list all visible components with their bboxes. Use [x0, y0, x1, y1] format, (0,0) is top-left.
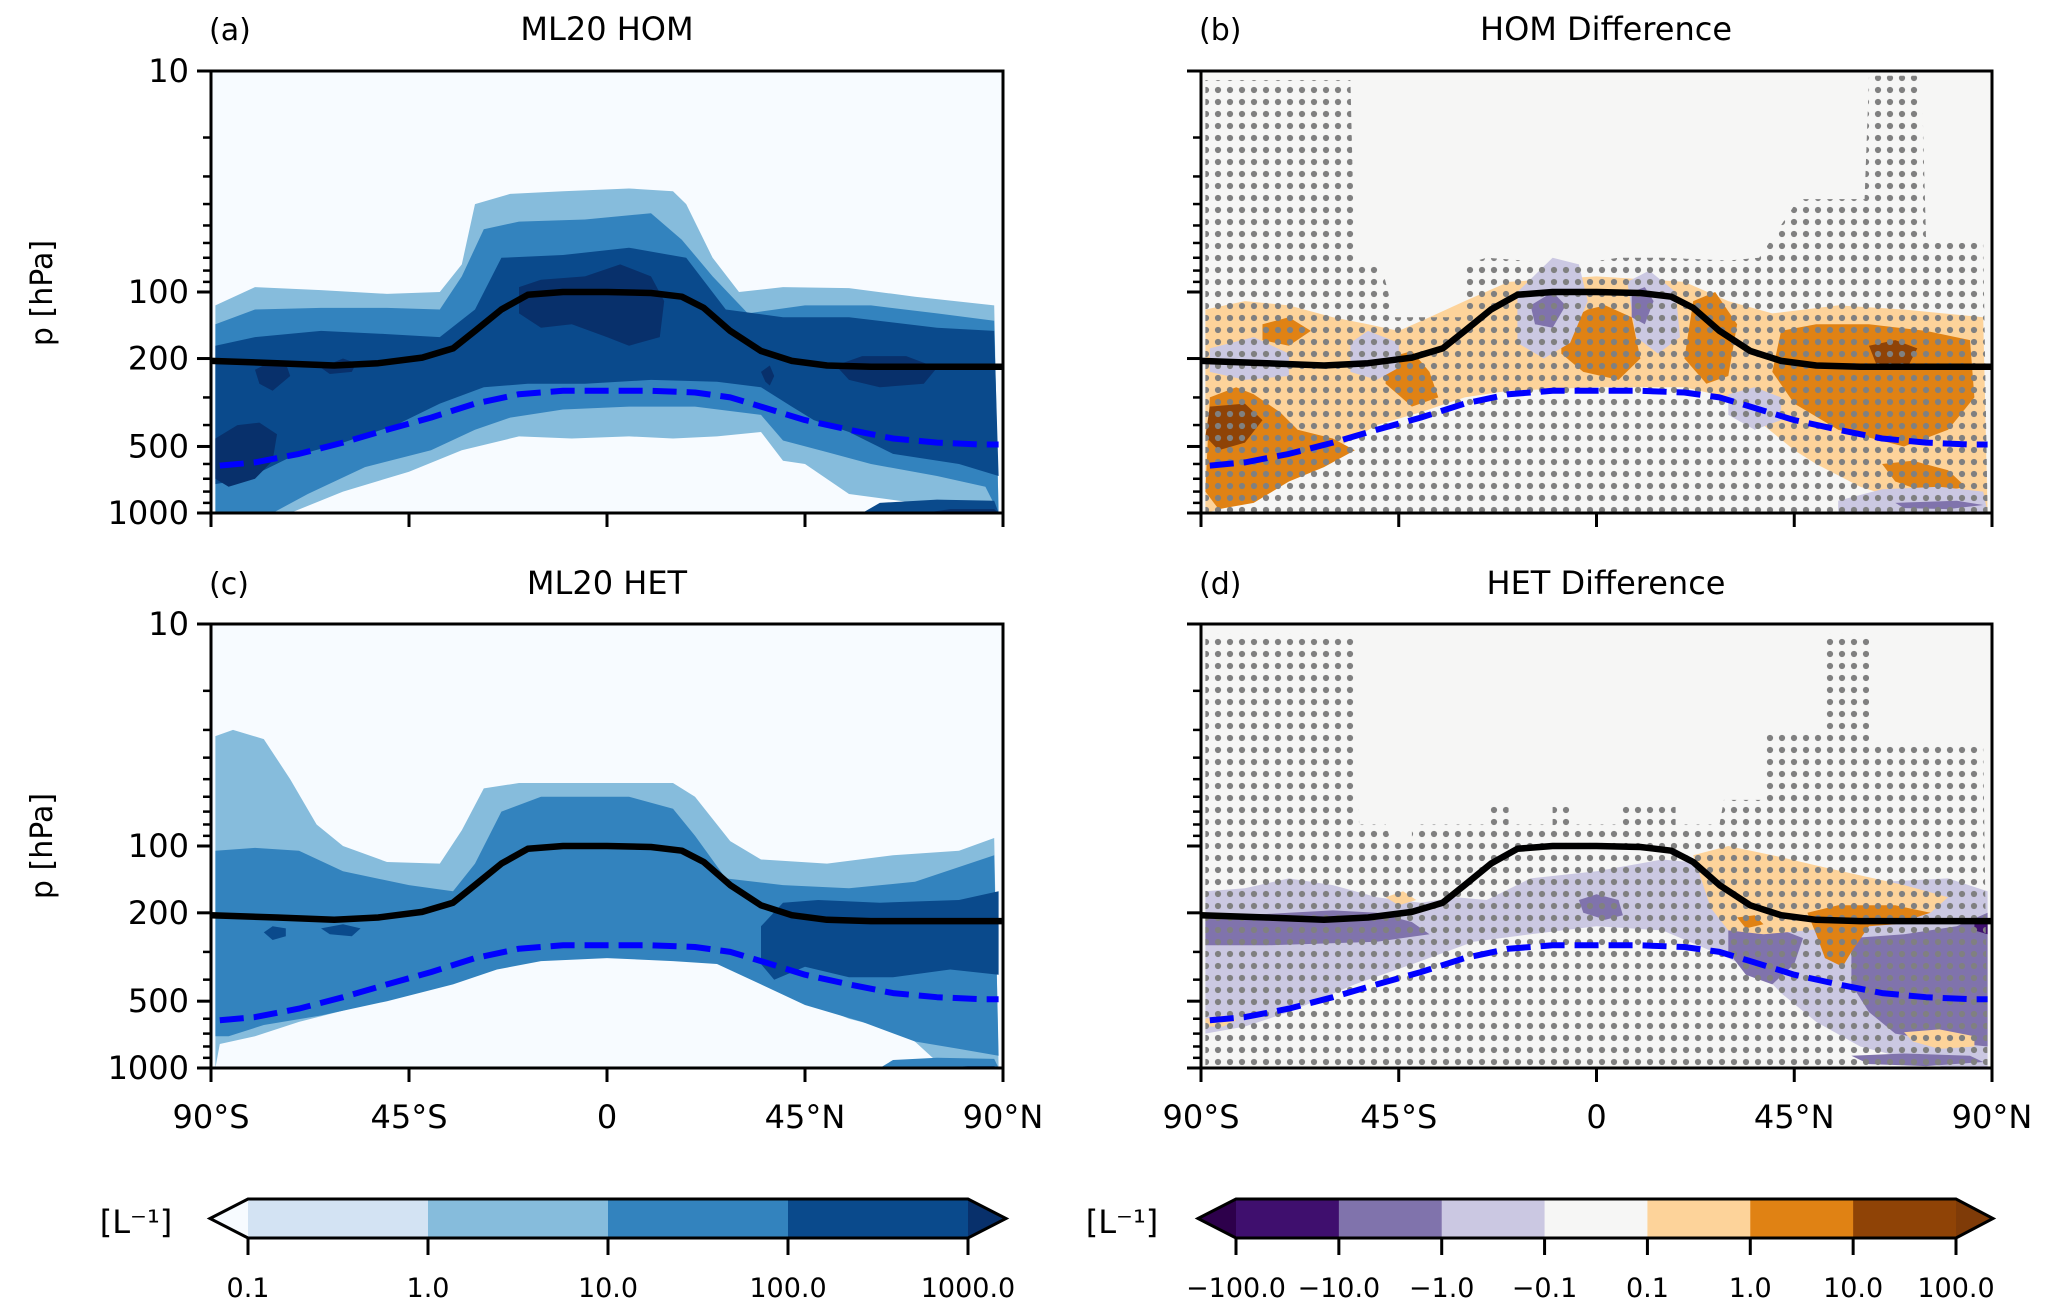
x-tick-label: 0 [597, 1098, 617, 1136]
colorbar-tick-label: 10.0 [578, 1273, 638, 1304]
colorbar-segment [1544, 1199, 1648, 1238]
colorbar-extend-under [1198, 1199, 1236, 1238]
panel-title: HET Difference [1487, 564, 1726, 602]
freezing-level-line [219, 387, 999, 469]
contour-region [215, 247, 999, 485]
colorbar-tick-label: −10.0 [1297, 1273, 1380, 1304]
colorbar-segment [608, 1199, 789, 1238]
significance-stippling [1205, 633, 1988, 1068]
colorbar-segment [1441, 1199, 1546, 1238]
panel-c: (c) ML20 HET p [hPa] 10 100 200 500 1000 90°S… [25, 564, 1043, 1136]
y-tick-label: 10 [148, 605, 189, 643]
colorbar-tick-label: 100.0 [749, 1273, 826, 1304]
x-tick-label: 90°N [1952, 1098, 2033, 1136]
y-tick-label: 1000 [108, 1049, 189, 1087]
contour-region [519, 264, 665, 346]
contour-region [321, 924, 361, 937]
panel-label: (a) [209, 13, 251, 48]
colorbar-tick-label: −1.0 [1409, 1273, 1475, 1304]
colorbar-extend-over [968, 1199, 1006, 1238]
colorbar-tick-label: 1000.0 [921, 1273, 1015, 1304]
y-tick-label: 500 [128, 427, 189, 465]
colorbar-segment [1338, 1199, 1443, 1238]
colorbar-tick-label: 0.1 [227, 1273, 270, 1304]
freezing-level-line [1209, 942, 1988, 1024]
colorbar-difference: [L⁻¹] −100.0 −10.0 −1.0 −0.1 0.1 1.0 10.0 100.0 [1086, 1197, 1997, 1304]
contour-region [761, 891, 999, 980]
colorbar-segment [1236, 1199, 1340, 1238]
x-tick-label: 45°S [1360, 1098, 1437, 1136]
colorbar-segment [1647, 1199, 1751, 1238]
y-tick-label: 200 [128, 894, 189, 932]
x-tick-label: 0 [1586, 1098, 1606, 1136]
colorbar-tick-label: 0.1 [1626, 1273, 1669, 1304]
colorbar-segment [248, 1199, 429, 1238]
panel-label: (c) [209, 567, 249, 602]
panel-a: (a) ML20 HOM p [hPa] 10 100 200 500 1000 [25, 10, 1005, 532]
panel-b: (b) HOM Difference [1187, 10, 1994, 527]
colorbar-tick-label: 100.0 [1917, 1273, 1994, 1304]
y-tick-label: 200 [128, 340, 189, 378]
panel-d: (d) HET Difference 90°S 45°S 0 45°N 90°N [1162, 564, 2032, 1136]
contour-region [215, 796, 999, 1056]
colorbar-tick-label: 10.0 [1823, 1273, 1883, 1304]
panel-label: (b) [1199, 13, 1241, 48]
freezing-level-line [1209, 387, 1988, 469]
x-tick-label: 90°S [1162, 1098, 1239, 1136]
contour-region [263, 926, 286, 940]
colorbar-tick-label: 1.0 [1729, 1273, 1772, 1304]
y-axis-label: p [hPa] [25, 793, 60, 899]
y-tick-label: 10 [148, 52, 189, 90]
colorbar-extend-under [210, 1199, 248, 1238]
panel-label: (d) [1199, 567, 1241, 602]
contour-region [215, 422, 277, 487]
panel-title: HOM Difference [1480, 10, 1732, 48]
x-tick-label: 90°S [172, 1098, 249, 1136]
tropopause-line [1201, 842, 1992, 925]
colorbar-tick-label: 1.0 [407, 1273, 450, 1304]
colorbar-extend-over [1956, 1199, 1993, 1238]
colorbar-unit-label: [L⁻¹] [1086, 1203, 1159, 1241]
x-tick-label: 90°N [963, 1098, 1044, 1136]
colorbar-tick-label: −0.1 [1512, 1273, 1578, 1304]
panel-title: ML20 HOM [520, 10, 693, 48]
panel-title: ML20 HET [527, 564, 688, 602]
colorbar-concentration: [L⁻¹] 0.1 1.0 10.0 100.0 1000.0 [100, 1197, 1015, 1304]
y-tick-label: 1000 [108, 494, 189, 532]
contour-region [761, 365, 775, 386]
y-axis-label: p [hPa] [25, 240, 60, 346]
x-tick-label: 45°N [1754, 1098, 1835, 1136]
x-tick-label: 45°S [370, 1098, 447, 1136]
tropopause-line [1201, 288, 1992, 371]
contour-region [879, 1057, 999, 1068]
colorbar-unit-label: [L⁻¹] [100, 1203, 173, 1241]
y-tick-label: 100 [128, 273, 189, 311]
x-tick-label: 45°N [765, 1098, 846, 1136]
colorbar-segment [428, 1199, 609, 1238]
contour-region [255, 360, 291, 391]
tropopause-line [211, 288, 1003, 371]
y-tick-label: 100 [128, 827, 189, 865]
colorbar-segment [1853, 1199, 1957, 1238]
colorbar-segment [788, 1199, 969, 1238]
tropopause-line [211, 842, 1003, 925]
freezing-level-line [219, 942, 999, 1024]
colorbar-segment [1750, 1199, 1854, 1238]
y-tick-label: 500 [128, 982, 189, 1020]
colorbar-tick-label: −100.0 [1186, 1273, 1286, 1304]
